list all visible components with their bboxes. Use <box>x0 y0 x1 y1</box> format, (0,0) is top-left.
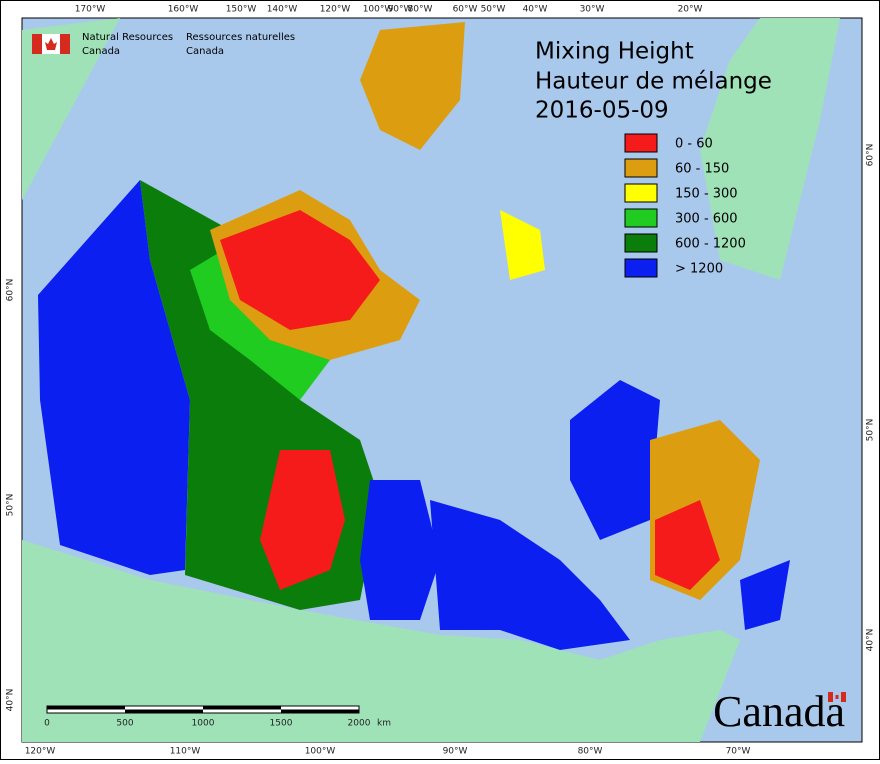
legend-label: 300 - 600 <box>675 212 738 227</box>
graticule-label: 170°W <box>75 5 106 15</box>
legend-swatch <box>624 258 658 278</box>
legend-label: 0 - 60 <box>675 137 713 152</box>
wordmark-flag <box>828 692 846 702</box>
hudson-bay <box>397 376 538 507</box>
graticule-label: 30°W <box>580 5 605 15</box>
graticule-label: 40°W <box>523 5 548 15</box>
graticule-label: 40°N <box>6 689 16 712</box>
graticule-label: 70°W <box>726 747 751 757</box>
agency-en: Canada <box>82 46 120 57</box>
graticule-label: 90°W <box>388 5 413 15</box>
agency-en: Natural Resources <box>82 32 173 43</box>
graticule-label: 160°W <box>168 5 199 15</box>
zone-ontario-west <box>360 480 440 620</box>
legend-swatch <box>624 208 658 228</box>
graticule-label: 60°N <box>6 279 16 302</box>
title: Hauteur de mélange <box>535 69 772 95</box>
scale-unit: km <box>377 719 391 729</box>
graticule-label: 120°W <box>25 747 56 757</box>
legend-swatch <box>624 183 658 203</box>
graticule-label: 20°W <box>678 5 703 15</box>
zone-maritimes <box>740 560 790 630</box>
graticule-label: 50°W <box>481 5 506 15</box>
zone-arctic <box>360 22 465 150</box>
flag-bar <box>60 34 70 54</box>
scale-seg <box>125 709 203 713</box>
zone-red <box>220 210 380 330</box>
legend-label: 60 - 150 <box>675 162 729 177</box>
flag <box>32 34 70 54</box>
legend-swatch <box>624 233 658 253</box>
scale-label: 0 <box>44 719 50 729</box>
zone-west <box>38 180 190 575</box>
scale-seg <box>281 709 359 713</box>
legend-label: 150 - 300 <box>675 187 738 202</box>
scale-label: 1500 <box>270 719 293 729</box>
scale-seg <box>47 706 125 710</box>
scale-bar: 0 500 1000 1500 2000 km <box>44 705 391 729</box>
legend-swatch <box>624 133 658 153</box>
graticule-label: 60°N <box>866 144 876 167</box>
scale-seg <box>203 706 281 710</box>
agency-fr: Ressources naturelles <box>186 32 295 43</box>
zone-baffin <box>500 210 545 280</box>
graticule-label: 100°W <box>363 5 394 15</box>
legend-label: 600 - 1200 <box>675 237 746 252</box>
graticule-label: 100°W <box>305 747 336 757</box>
graticule-label: 40°N <box>866 629 876 652</box>
graticule-label: 80°W <box>408 5 433 15</box>
graticule-label: 150°W <box>226 5 257 15</box>
wordmark: Canada <box>713 687 845 736</box>
graticule-label: 50°N <box>866 419 876 442</box>
flag-bar <box>841 692 846 702</box>
graticule-label: 110°W <box>170 747 201 757</box>
graticule-label: 120°W <box>320 5 351 15</box>
land-alaska <box>22 18 120 200</box>
maple-leaf <box>45 38 57 50</box>
zone-ontario <box>430 500 630 650</box>
graticule-label: 80°W <box>578 747 603 757</box>
land-greenland <box>700 18 840 280</box>
zone-quebec <box>570 380 660 540</box>
title: 2016-05-09 <box>535 98 669 124</box>
zone-east-red <box>655 500 720 590</box>
graticule-label: 50°N <box>6 494 16 517</box>
flag-bar <box>32 34 42 54</box>
title: Mixing Height <box>535 39 694 65</box>
legend-label: > 1200 <box>675 262 723 277</box>
legend: 0 - 60 60 - 150 150 - 300 300 - 600 600 - 12… <box>624 133 746 278</box>
graticule-label: 90°W <box>443 747 468 757</box>
map <box>21 17 863 743</box>
scale-label: 2000 <box>348 719 371 729</box>
graticule-label: 140°W <box>267 5 298 15</box>
land-usa <box>22 540 740 742</box>
graticule-labels: 170°W 160°W 150°W 140°W 120°W 100°W90°W80°W 60… <box>6 5 876 757</box>
scale-label: 1000 <box>192 719 215 729</box>
scale-label: 500 <box>116 719 133 729</box>
flag-bar <box>828 692 833 702</box>
graticule-label: 60°W <box>453 5 478 15</box>
maple-leaf <box>835 695 839 699</box>
legend-swatch <box>624 158 658 178</box>
agency-fr: Canada <box>186 46 224 57</box>
zone-red-prairie <box>260 450 345 590</box>
